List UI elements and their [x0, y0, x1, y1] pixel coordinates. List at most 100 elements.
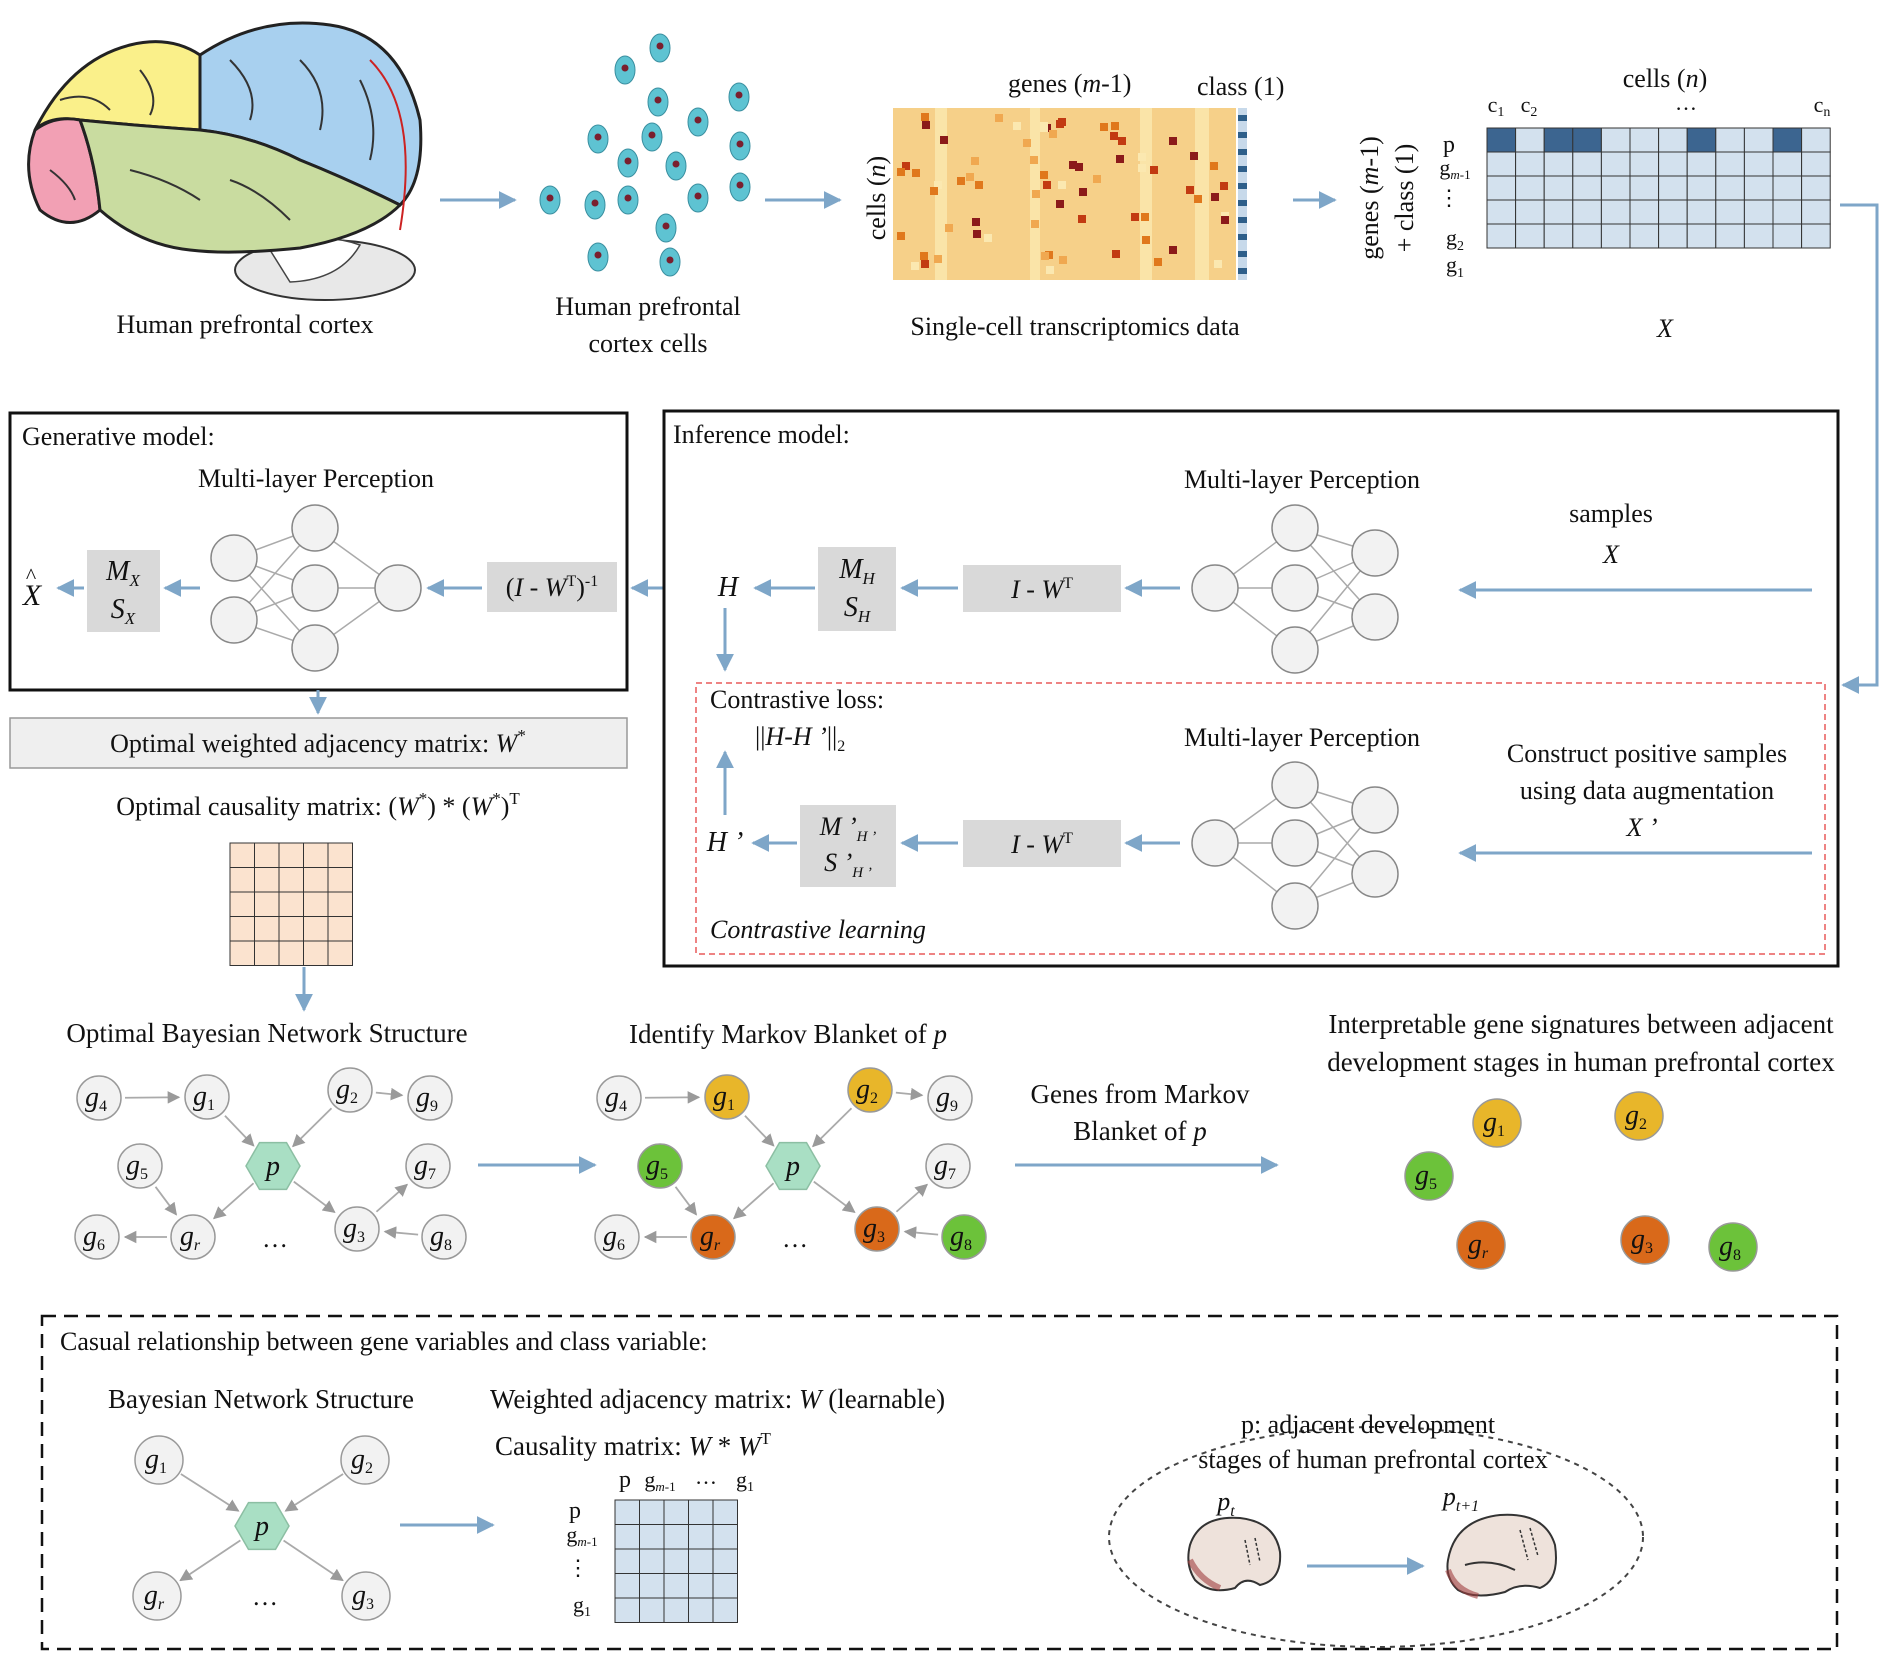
matrix-x-cell [1743, 223, 1774, 249]
matrix-name: X [1656, 314, 1674, 343]
bn-edge [375, 1183, 408, 1213]
legend-col-g1: g1 [736, 1467, 754, 1495]
optimal-adjacency-box [9, 717, 628, 769]
gene-node-g5: g5 [637, 1143, 683, 1189]
mlp-node [1191, 819, 1239, 867]
heatmap-cell [975, 181, 983, 189]
matrix-x-cell [1658, 199, 1688, 225]
mlp-node [1191, 564, 1239, 612]
cell-cloud [539, 33, 751, 277]
legend-box [40, 1314, 1839, 1651]
legend-title: Casual relationship between gene variabl… [60, 1327, 708, 1356]
legend-col-gm1: gm-1 [644, 1467, 675, 1494]
legend-matrix-cell [614, 1573, 640, 1599]
bn-edge [903, 1226, 939, 1239]
optimal-adjacency-label: Optimal weighted adjacency matrix: W* [110, 726, 526, 758]
class-node-p: p [245, 1141, 301, 1191]
heatmap-cell [940, 136, 948, 144]
cell-icon [687, 183, 709, 213]
genes-header: genes (m-1) [1008, 69, 1131, 98]
mlp-node [1271, 882, 1319, 930]
matrix-x-cell [1715, 151, 1745, 177]
matrix-row-gm1: gm-1 [1439, 155, 1470, 182]
causality-cell [229, 916, 255, 942]
matrix-row-ellipsis: ⋮ [1438, 185, 1460, 210]
gene-node-g6: g6 [594, 1214, 640, 1260]
heatmap-cell [897, 168, 905, 176]
mh-sh-box [818, 547, 896, 631]
matrix-col-cn: cn [1814, 92, 1831, 120]
heatmap-cell [934, 255, 942, 263]
heatmap-cell [966, 173, 974, 181]
heatmap-cell [1058, 181, 1066, 189]
optimal-causality-matrix [229, 842, 353, 966]
bn-edge [292, 1107, 333, 1148]
cell-icon [728, 82, 750, 112]
legend-matrix-cell [663, 1524, 689, 1550]
matrix-x-cell [1600, 175, 1631, 201]
class-cell [1238, 115, 1247, 121]
heatmap-cell [973, 230, 981, 238]
causality-cell [327, 916, 353, 942]
heatmap-cell [1056, 120, 1064, 128]
gene-node-gr: gr [170, 1214, 216, 1260]
matrix-x-cell [1686, 127, 1717, 153]
matrix-x-cell [1772, 127, 1803, 153]
matrix-x-cell [1486, 223, 1517, 249]
heatmap-cell [921, 260, 929, 268]
heatmap-cell [1221, 216, 1229, 224]
gene-node-g4: g4 [76, 1075, 122, 1121]
brain-illustration [27, 21, 423, 301]
matrix-x-cell [1715, 223, 1745, 249]
legend-col-p: p [619, 1467, 631, 1493]
matrix-x-cell [1772, 199, 1803, 225]
bn-edge [812, 1107, 853, 1148]
heatmap-cell [902, 162, 910, 170]
heatmap-cell [1141, 213, 1149, 221]
matrix-x-cell [1686, 223, 1717, 249]
gene-node-g5: g5 [117, 1143, 163, 1189]
brain-stage-t [1187, 1516, 1282, 1592]
bn-ellipsis: … [262, 1224, 288, 1253]
mh-sh-prime-box [800, 805, 896, 887]
legend-matrix-cell [663, 1499, 689, 1525]
iw-label: I - WT [1010, 575, 1073, 604]
legend-row-g1: g1 [573, 1592, 591, 1620]
legend-matrix-cell [639, 1524, 665, 1550]
heatmap-cell [1138, 153, 1146, 161]
causality-cell [278, 867, 304, 893]
matrix-x-cell [1600, 199, 1631, 225]
heatmap-cell [1100, 123, 1108, 131]
heatmap-cell [957, 177, 965, 185]
heatmap-cell [921, 113, 929, 121]
heatmap-cell [1186, 186, 1194, 194]
gene-node-g6: g6 [74, 1214, 120, 1260]
heatmap-cell [1078, 215, 1086, 223]
matrix-x-cell [1600, 151, 1631, 177]
matrix-x-cell [1743, 199, 1774, 225]
heatmap-cell [1049, 130, 1057, 138]
heatmap-cell [1041, 252, 1049, 260]
generative-mlp [210, 504, 422, 672]
matrix-x-cell [1801, 199, 1831, 225]
bn-edge [180, 1473, 240, 1512]
matrix-col-c1: c1 [1488, 92, 1505, 120]
matrix-x-cell [1543, 151, 1574, 177]
causality-cell [229, 867, 255, 893]
legend-matrix-cell [614, 1597, 640, 1623]
cell-icon [729, 172, 751, 202]
heatmap-cell [1046, 266, 1054, 274]
matrix-x-cell [1629, 175, 1660, 201]
mlp-node [1351, 850, 1399, 898]
bn-edge [224, 1115, 255, 1147]
gene-node-g3: g3 [334, 1206, 380, 1252]
matrix-x-cell [1600, 223, 1631, 249]
causality-cell [254, 940, 280, 966]
heatmap-cell [1043, 181, 1051, 189]
matrix-row-g2: g2 [1446, 225, 1464, 254]
causality-cell [327, 842, 353, 868]
gene-node-g1: g1 [134, 1435, 184, 1485]
pt1-label: pt+1 [1441, 1482, 1479, 1515]
cells-axis-label: cells (n) [862, 156, 891, 240]
